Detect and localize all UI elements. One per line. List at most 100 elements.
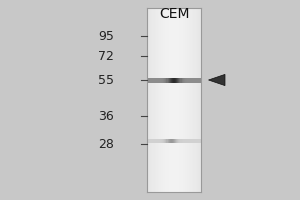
Bar (161, 77, 162, 82)
Bar (169, 77, 170, 82)
Bar (152, 8, 154, 192)
Bar (167, 8, 169, 192)
Bar (163, 139, 164, 143)
Bar (165, 77, 166, 82)
Bar (157, 8, 158, 192)
Bar (184, 139, 185, 143)
Bar (175, 77, 176, 82)
Bar (199, 8, 200, 192)
Bar (167, 77, 169, 82)
Bar (159, 77, 160, 82)
Bar (167, 139, 169, 143)
Bar (174, 77, 175, 82)
Bar (172, 139, 173, 143)
Bar (170, 77, 171, 82)
Bar (190, 77, 191, 82)
Bar (196, 8, 197, 192)
Bar (186, 8, 187, 192)
Bar (151, 8, 152, 192)
Bar (173, 77, 174, 82)
Bar (171, 8, 172, 192)
Bar (177, 139, 178, 143)
Bar (189, 8, 190, 192)
Bar (161, 139, 162, 143)
Bar (178, 139, 179, 143)
Bar (164, 139, 165, 143)
Bar (182, 77, 183, 82)
Bar (163, 8, 164, 192)
Bar (147, 8, 148, 192)
Bar (178, 77, 179, 82)
Bar (157, 77, 158, 82)
Bar (176, 8, 177, 192)
Bar (200, 8, 201, 192)
Bar (163, 77, 164, 82)
Bar (198, 8, 199, 192)
Text: 95: 95 (98, 29, 114, 43)
Bar (189, 139, 190, 143)
Bar (172, 8, 173, 192)
Bar (151, 139, 152, 143)
Bar (147, 139, 148, 143)
Bar (197, 8, 198, 192)
Bar (191, 139, 192, 143)
Text: 55: 55 (98, 73, 114, 86)
Bar (148, 8, 149, 192)
Bar (171, 139, 172, 143)
Bar (192, 8, 194, 192)
Bar (185, 139, 186, 143)
Bar (161, 8, 162, 192)
Bar (192, 77, 194, 82)
Text: 28: 28 (98, 138, 114, 150)
Bar (154, 139, 156, 143)
Bar (199, 77, 200, 82)
Polygon shape (208, 74, 225, 86)
Bar (169, 8, 170, 192)
Bar (158, 139, 159, 143)
Bar (170, 8, 171, 192)
Bar (198, 77, 199, 82)
Bar (149, 8, 150, 192)
Bar (169, 139, 170, 143)
Bar (156, 77, 157, 82)
Bar (183, 139, 184, 143)
Bar (196, 139, 197, 143)
Bar (148, 139, 149, 143)
Bar (179, 139, 181, 143)
Bar (200, 77, 201, 82)
Bar (189, 77, 190, 82)
Bar (162, 139, 163, 143)
Bar (159, 139, 160, 143)
Bar (199, 139, 200, 143)
Bar (190, 8, 191, 192)
Bar (192, 139, 194, 143)
Bar (181, 8, 182, 192)
Bar (172, 77, 173, 82)
Bar (173, 139, 174, 143)
Bar (179, 8, 181, 192)
Bar (190, 139, 191, 143)
Bar (156, 139, 157, 143)
Text: CEM: CEM (159, 7, 189, 21)
Bar (198, 139, 199, 143)
Bar (151, 77, 152, 82)
Text: 72: 72 (98, 49, 114, 62)
Bar (197, 77, 198, 82)
Bar (150, 139, 151, 143)
Bar (186, 139, 187, 143)
Bar (182, 8, 183, 192)
Bar (152, 139, 154, 143)
Bar (165, 8, 166, 192)
Bar (162, 8, 163, 192)
Bar (149, 139, 150, 143)
Bar (177, 77, 178, 82)
Bar (154, 8, 156, 192)
Bar (194, 139, 196, 143)
Bar (194, 8, 196, 192)
Bar (191, 77, 192, 82)
Bar (149, 77, 150, 82)
Bar (160, 77, 161, 82)
Bar (160, 139, 161, 143)
Bar (184, 8, 185, 192)
Bar (188, 139, 189, 143)
